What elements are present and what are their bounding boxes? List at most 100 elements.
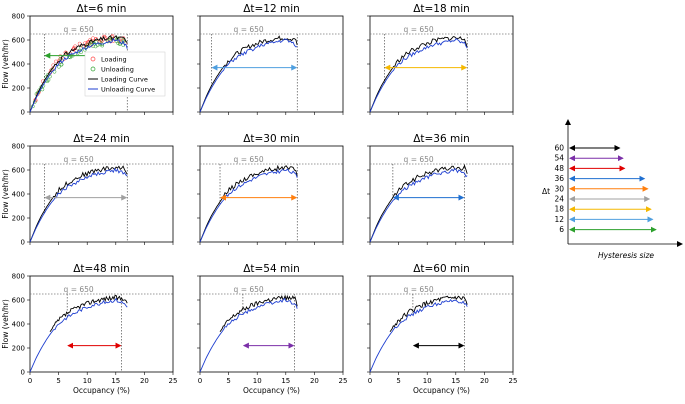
x-tick-label: 0 bbox=[28, 377, 32, 385]
plot-frame bbox=[369, 275, 514, 373]
legend-loading-label: Loading bbox=[101, 56, 127, 64]
loading-point bbox=[121, 36, 126, 40]
x-tick-label: 20 bbox=[140, 377, 149, 385]
unloading-curve bbox=[369, 298, 468, 373]
y-tick-label: 600 bbox=[12, 297, 25, 305]
y-tick-label: 400 bbox=[12, 321, 25, 329]
panel-24: Δt=24 min 0 200 400 600 800 Flow (veh/hr) q = 6… bbox=[1, 133, 174, 247]
unloading-point bbox=[59, 62, 64, 67]
panel-title: Δt=60 min bbox=[413, 263, 470, 275]
loading-curve bbox=[369, 164, 468, 243]
unloading-curve bbox=[29, 167, 128, 243]
schematic-level-label: 30 bbox=[554, 184, 564, 193]
legend-unloading-marker bbox=[90, 66, 96, 72]
x-tick-label: 10 bbox=[253, 377, 262, 385]
schematic-level-label: 60 bbox=[554, 144, 564, 153]
q-threshold-label: q = 650 bbox=[234, 285, 264, 294]
unloading-curve bbox=[199, 38, 298, 113]
legend-loading-curve-label: Loading Curve bbox=[101, 76, 148, 84]
x-axis-label: Occupancy (%) bbox=[73, 386, 130, 395]
loading-curve bbox=[29, 35, 128, 113]
legend-box bbox=[84, 51, 166, 97]
x-tick-label: 20 bbox=[480, 377, 489, 385]
q-threshold-label: q = 650 bbox=[64, 155, 94, 164]
y-tick-label: 0 bbox=[21, 239, 25, 247]
panel-30: Δt=30 min q = 650 bbox=[197, 133, 344, 245]
y-axis-label: Flow (veh/hr) bbox=[1, 299, 10, 349]
plot-frame bbox=[29, 145, 174, 243]
x-tick-label: 25 bbox=[169, 377, 178, 385]
panel-title: Δt=18 min bbox=[413, 3, 470, 15]
legend: Loading Unloading Loading Curve Unloading C… bbox=[84, 51, 166, 97]
panel-60: Δt=60 min 0 5 10 15 20 25 Occupancy (%) q = 650 bbox=[367, 263, 517, 395]
loading-curve bbox=[369, 36, 468, 113]
y-tick-label: 400 bbox=[12, 61, 25, 69]
loading-curve bbox=[199, 164, 298, 243]
panel-title: Δt=12 min bbox=[243, 3, 300, 15]
x-tick-label: 5 bbox=[56, 377, 60, 385]
schematic-axis-label: Δt bbox=[542, 187, 550, 196]
q-threshold-label: q = 650 bbox=[404, 25, 434, 34]
legend-unloading-curve-label: Unloading Curve bbox=[101, 86, 155, 94]
x-tick-label: 10 bbox=[83, 377, 92, 385]
plot-frame bbox=[199, 145, 344, 243]
panel-36: Δt=36 min q = 650 bbox=[367, 133, 514, 245]
loading-curve bbox=[49, 294, 128, 333]
legend-unloading-label: Unloading bbox=[101, 66, 134, 74]
q-threshold-label: q = 650 bbox=[234, 155, 264, 164]
unloading-curve bbox=[369, 37, 468, 113]
panel-18: Δt=18 min q = 650 bbox=[367, 3, 514, 115]
q-threshold-label: q = 650 bbox=[404, 285, 434, 294]
schematic-level-label: 36 bbox=[554, 174, 564, 183]
x-tick-label: 0 bbox=[198, 377, 202, 385]
unloading-point bbox=[116, 41, 121, 46]
y-tick-label: 400 bbox=[12, 191, 25, 199]
y-tick-label: 800 bbox=[12, 273, 25, 281]
panel-title: Δt=54 min bbox=[243, 263, 300, 275]
unloading-curve bbox=[199, 168, 298, 243]
loading-curve bbox=[389, 295, 468, 333]
schematic-level-label: 54 bbox=[554, 154, 564, 163]
schematic-level-label: 48 bbox=[554, 164, 564, 173]
x-axis-label: Occupancy (%) bbox=[413, 386, 470, 395]
x-tick-label: 15 bbox=[281, 377, 290, 385]
x-tick-label: 5 bbox=[396, 377, 400, 385]
q-threshold-label: q = 650 bbox=[404, 155, 434, 164]
x-tick-label: 15 bbox=[451, 377, 460, 385]
plot-frame bbox=[29, 275, 174, 373]
y-tick-label: 200 bbox=[12, 85, 25, 93]
unloading-point bbox=[56, 64, 61, 69]
unloading-curve bbox=[29, 297, 128, 373]
x-tick-label: 25 bbox=[509, 377, 518, 385]
x-tick-label: 10 bbox=[423, 377, 432, 385]
x-axis-label: Occupancy (%) bbox=[243, 386, 300, 395]
plot-frame bbox=[199, 275, 344, 373]
y-tick-label: 800 bbox=[12, 13, 25, 21]
panel-12: Δt=12 min q = 650 bbox=[197, 3, 344, 115]
q-threshold-label: q = 650 bbox=[64, 25, 94, 34]
y-tick-label: 200 bbox=[12, 215, 25, 223]
schematic-title: Hysteresis size bbox=[598, 251, 654, 260]
loading-point bbox=[117, 39, 122, 44]
y-tick-label: 0 bbox=[21, 109, 25, 117]
y-tick-label: 0 bbox=[21, 369, 25, 377]
x-tick-label: 15 bbox=[111, 377, 120, 385]
panel-48: Δt=48 min 0 200 400 600 800 0 5 10 15 20 25 Flow (ve… bbox=[1, 263, 177, 395]
schematic-level-label: 18 bbox=[554, 205, 564, 214]
loading-curve bbox=[29, 165, 128, 243]
unloading-curve bbox=[199, 297, 298, 373]
panel-title: Δt=36 min bbox=[413, 133, 470, 145]
x-tick-label: 5 bbox=[226, 377, 230, 385]
y-tick-label: 800 bbox=[12, 143, 25, 151]
y-tick-label: 600 bbox=[12, 167, 25, 175]
unloading-curve bbox=[29, 38, 128, 113]
plot-frame bbox=[199, 15, 344, 113]
schematic-level-label: 12 bbox=[554, 215, 564, 224]
panel-title: Δt=48 min bbox=[73, 263, 130, 275]
panel-title: Δt=24 min bbox=[73, 133, 130, 145]
panel-title: Δt=30 min bbox=[243, 133, 300, 145]
y-tick-label: 600 bbox=[12, 37, 25, 45]
schematic-level-label: 24 bbox=[554, 195, 564, 204]
x-tick-label: 25 bbox=[339, 377, 348, 385]
